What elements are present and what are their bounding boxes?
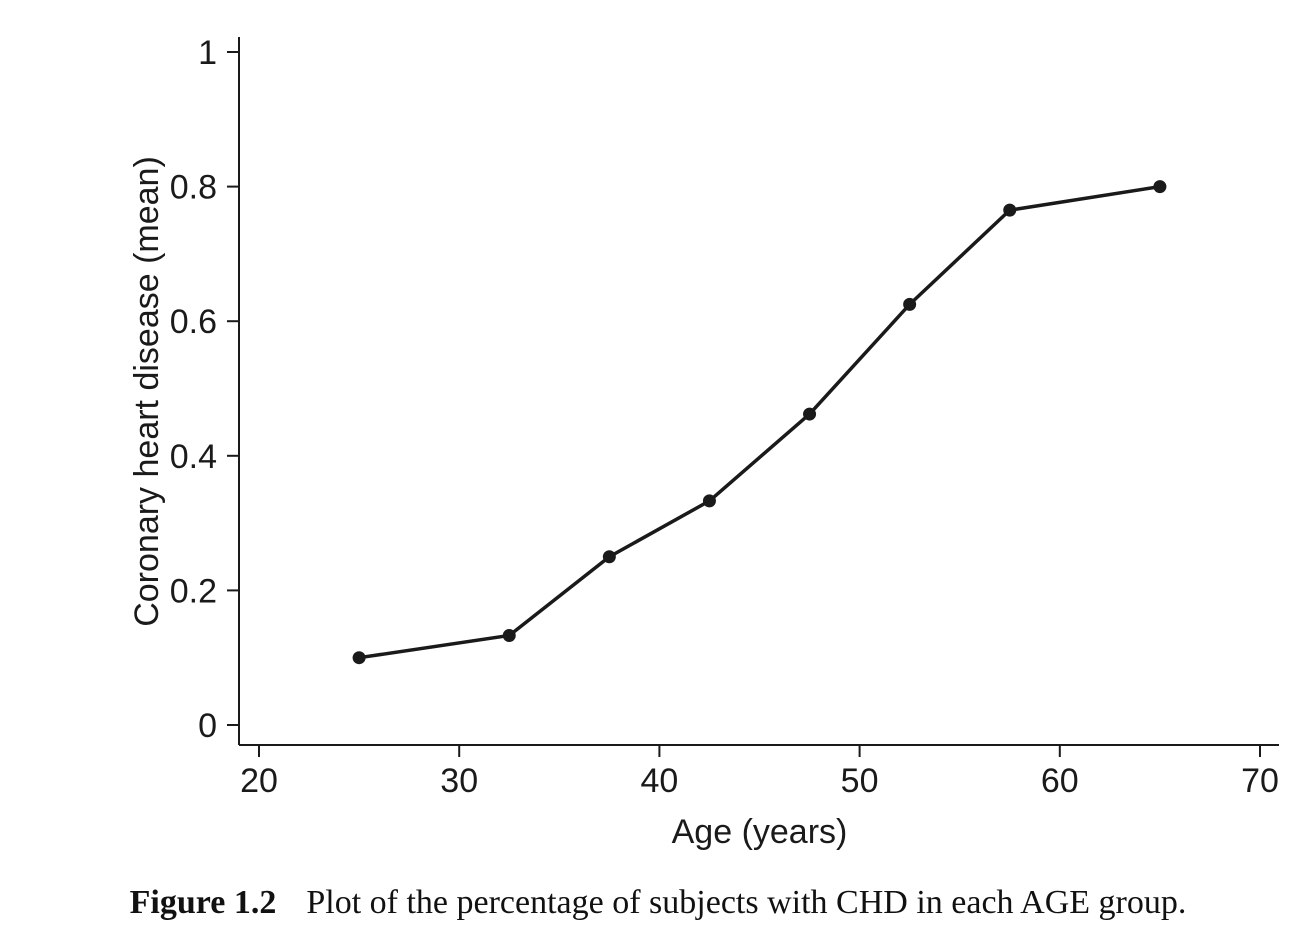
data-point-1 <box>502 628 516 642</box>
y-tick-label-1: 1 <box>198 34 217 72</box>
x-tick-label-30: 30 <box>440 762 478 800</box>
x-tick-label-60: 60 <box>1041 762 1079 800</box>
y-tick-label-0_8: 0.8 <box>170 169 217 207</box>
y-tick-label-0: 0 <box>198 707 217 745</box>
y-axis-title: Coronary heart disease (mean) <box>128 156 166 627</box>
data-point-0 <box>352 651 366 665</box>
axes <box>238 37 1279 746</box>
plot-area <box>352 180 1167 665</box>
figure-caption: Figure 1.2 Plot of the percentage of subj… <box>0 884 1316 922</box>
data-point-4 <box>803 407 817 421</box>
data-point-6 <box>1003 203 1017 217</box>
figure-number: Figure 1.2 <box>129 884 277 921</box>
ticks: 20 30 40 50 60 70 0 0.2 0.4 0.6 0.8 1 <box>170 34 1279 800</box>
chart: 20 30 40 50 60 70 0 0.2 0.4 0.6 0.8 1 Age (years) C… <box>128 34 1279 851</box>
y-tick-label-0_4: 0.4 <box>170 438 217 476</box>
x-tick-label-20: 20 <box>240 762 278 800</box>
data-point-5 <box>903 297 917 311</box>
series-line-0 <box>358 184 1161 660</box>
data-point-2 <box>602 550 616 564</box>
x-tick-label-50: 50 <box>841 762 879 800</box>
y-tick-label-0_2: 0.2 <box>170 572 217 610</box>
x-tick-label-70: 70 <box>1241 762 1279 800</box>
x-axis-title: Age (years) <box>672 813 848 851</box>
data-point-7 <box>1153 180 1167 194</box>
x-tick-label-40: 40 <box>640 762 678 800</box>
figure-caption-text: Plot of the percentage of subjects with … <box>306 884 1187 921</box>
data-point-3 <box>702 494 716 508</box>
y-tick-label-0_6: 0.6 <box>170 303 217 341</box>
